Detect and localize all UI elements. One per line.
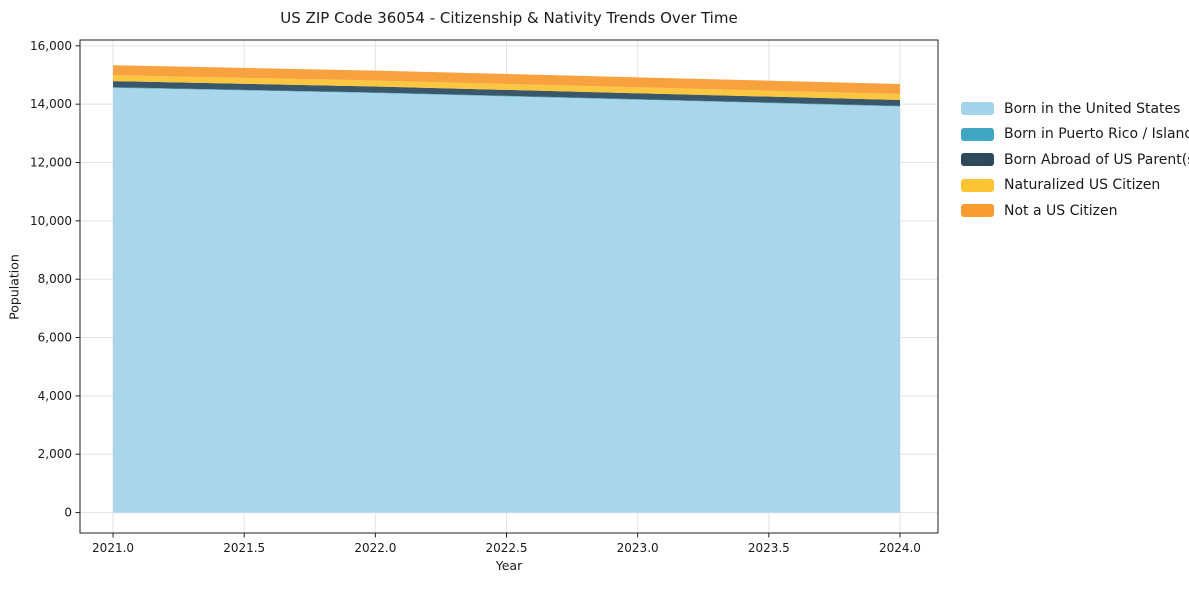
area-series-1 [113, 87, 900, 107]
y-tick-label: 8,000 [38, 272, 72, 286]
x-tick-label: 2021.5 [223, 541, 265, 555]
legend-label: Naturalized US Citizen [1004, 177, 1161, 193]
x-tick-label: 2022.0 [354, 541, 396, 555]
legend-item: Born in the United States [961, 100, 1189, 117]
y-tick-label: 2,000 [38, 447, 72, 461]
x-tick-label: 2021.0 [92, 541, 134, 555]
area-series-3 [113, 75, 900, 100]
y-tick-label: 0 [64, 506, 72, 520]
legend-swatch [961, 127, 994, 141]
legend-swatch [961, 102, 994, 115]
y-tick-label: 6,000 [38, 331, 72, 345]
x-tick-label: 2024.0 [879, 541, 921, 555]
x-axis-label: Year [495, 558, 523, 573]
x-tick-label: 2022.5 [486, 541, 528, 555]
legend-item: Naturalized US Citizen [961, 177, 1189, 193]
x-tick-label: 2023.0 [617, 541, 659, 555]
legend-swatch [961, 204, 994, 217]
y-tick-label: 4,000 [38, 389, 72, 403]
y-tick-label: 10,000 [30, 214, 72, 228]
legend-label: Born in the United States [1004, 100, 1181, 117]
y-tick-label: 12,000 [30, 156, 72, 170]
legend-label: Not a US Citizen [1004, 202, 1118, 219]
legend-label: Born Abroad of US Parent(s) [1004, 151, 1189, 168]
legend-item: Not a US Citizen [961, 202, 1189, 219]
chart-title: US ZIP Code 36054 - Citizenship & Nativi… [280, 9, 738, 27]
legend-swatch [961, 178, 994, 192]
y-tick-label: 14,000 [30, 97, 72, 111]
area-series-0 [113, 87, 900, 513]
legend-item: Born Abroad of US Parent(s) [961, 151, 1189, 168]
legend: Born in the United States Born in Puerto … [961, 102, 1189, 230]
area-series-2 [113, 81, 900, 106]
y-tick-label: 16,000 [30, 39, 72, 53]
legend-item: Born in Puerto Rico / Islands [961, 126, 1189, 142]
y-axis-label: Population [6, 254, 22, 320]
legend-swatch [961, 153, 994, 166]
x-tick-label: 2023.5 [748, 541, 790, 555]
area-series-4 [113, 65, 900, 94]
legend-label: Born in Puerto Rico / Islands [1004, 126, 1189, 142]
plot-frame [79, 39, 939, 534]
